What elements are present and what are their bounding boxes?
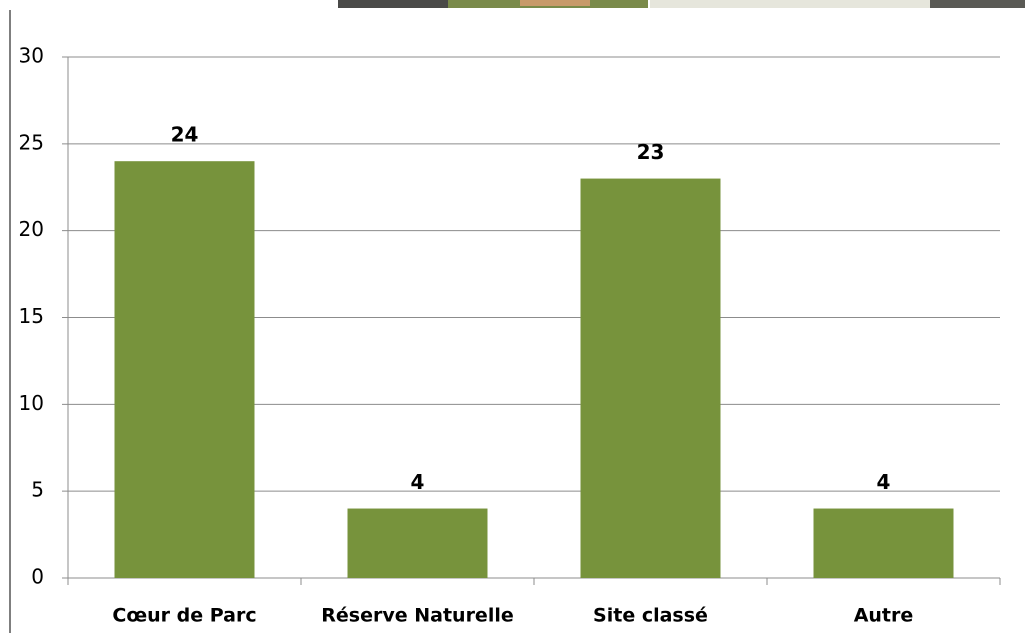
data-label: 4 xyxy=(411,470,425,494)
data-label: 4 xyxy=(877,470,891,494)
y-tick-label: 5 xyxy=(31,478,44,502)
y-tick-label: 20 xyxy=(19,217,44,241)
photo xyxy=(520,0,590,6)
y-tick-label: 0 xyxy=(31,565,44,589)
y-tick-label: 25 xyxy=(19,130,44,154)
x-tick-label: Site classé xyxy=(593,605,708,627)
data-label: 24 xyxy=(171,123,199,147)
bar xyxy=(813,508,954,578)
x-tick-label: Cœur de Parc xyxy=(112,605,256,627)
data-label: 23 xyxy=(637,140,665,164)
bar xyxy=(347,508,488,578)
y-tick-label: 30 xyxy=(19,44,44,68)
bar xyxy=(580,178,721,579)
y-tick-label: 10 xyxy=(19,391,44,415)
photo-strip xyxy=(338,0,1025,8)
x-tick-label: Réserve Naturelle xyxy=(321,605,513,627)
bar xyxy=(114,161,255,578)
photo xyxy=(338,0,448,8)
y-tick-label: 15 xyxy=(19,304,44,328)
photo xyxy=(650,0,930,8)
x-tick-label: Autre xyxy=(854,605,914,627)
photo xyxy=(930,0,1025,8)
